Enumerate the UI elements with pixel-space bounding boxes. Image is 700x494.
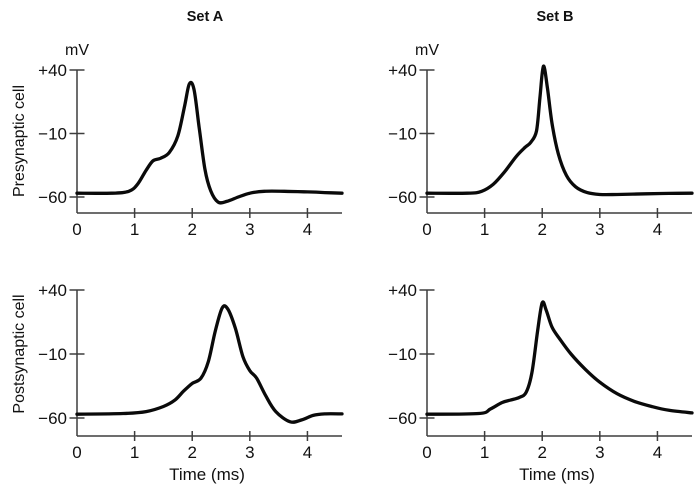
voltage-trace — [75, 304, 344, 424]
x-tick-label: 0 — [422, 220, 431, 239]
x-tick-label: 1 — [130, 220, 139, 239]
x-tick-label: 3 — [245, 443, 254, 462]
y-tick-label: −60 — [388, 409, 417, 428]
x-tick-label: 4 — [653, 443, 662, 462]
x-tick-label: 0 — [72, 443, 81, 462]
voltage-trace — [425, 64, 694, 197]
x-tick-label: 3 — [595, 220, 604, 239]
plot-set-b-presynaptic: Set B mV +40 −10 −60 0 1 2 3 4 — [388, 9, 694, 239]
y-tick-label: +40 — [38, 281, 67, 300]
row-label-presynaptic-cell: Presynaptic cell — [11, 85, 28, 197]
axes: +40 −10 −60 0 1 2 3 4 — [38, 281, 342, 462]
plot-set-b-postsynaptic: Time (ms) +40 −10 −60 0 1 2 3 4 — [388, 281, 694, 484]
y-tick-label: +40 — [388, 281, 417, 300]
membrane-potential-curve — [425, 300, 694, 416]
x-tick-label: 4 — [303, 220, 312, 239]
x-tick-label: 2 — [187, 443, 196, 462]
x-tick-label: 2 — [537, 443, 546, 462]
panel-set-a-presynaptic: Set A mV Presynaptic cell +40 −10 −60 0 1 2 3 4 — [0, 0, 350, 247]
y-axis-unit-label: mV — [65, 42, 89, 59]
x-tick-label: 4 — [653, 220, 662, 239]
x-tick-label: 4 — [303, 443, 312, 462]
voltage-trace — [425, 300, 694, 416]
membrane-potential-curve — [75, 304, 344, 424]
axes: +40 −10 −60 0 1 2 3 4 — [388, 61, 692, 239]
voltage-trace — [75, 80, 344, 205]
y-tick-label: −60 — [38, 409, 67, 428]
column-title-set-a: Set A — [187, 9, 224, 25]
y-axis-unit-label: mV — [415, 42, 439, 59]
x-tick-label: 3 — [595, 443, 604, 462]
y-tick-label: −60 — [38, 188, 67, 207]
axes: +40 −10 −60 0 1 2 3 4 — [38, 61, 342, 239]
column-title-set-b: Set B — [536, 9, 573, 25]
x-tick-label: 0 — [422, 443, 431, 462]
x-tick-label: 0 — [72, 220, 81, 239]
y-tick-label: −10 — [38, 125, 67, 144]
panel-set-b-presynaptic: Set B mV +40 −10 −60 0 1 2 3 4 — [350, 0, 700, 247]
x-tick-label: 1 — [480, 220, 489, 239]
y-tick-label: −10 — [388, 345, 417, 364]
x-tick-label: 1 — [130, 443, 139, 462]
x-tick-label: 2 — [187, 220, 196, 239]
y-tick-label: +40 — [388, 61, 417, 80]
plot-set-a-presynaptic: Set A mV Presynaptic cell +40 −10 −60 0 1 2 3 4 — [11, 9, 344, 239]
x-tick-label: 1 — [480, 443, 489, 462]
y-tick-label: +40 — [38, 61, 67, 80]
y-tick-label: −10 — [388, 125, 417, 144]
x-axis-label: Time (ms) — [169, 465, 245, 484]
axes: +40 −10 −60 0 1 2 3 4 — [388, 281, 692, 462]
row-label-postsynaptic-cell: Postsynaptic cell — [11, 294, 28, 413]
x-tick-label: 2 — [537, 220, 546, 239]
x-axis-label: Time (ms) — [519, 465, 595, 484]
y-tick-label: −60 — [388, 188, 417, 207]
x-tick-label: 3 — [245, 220, 254, 239]
membrane-potential-curve — [425, 64, 694, 197]
y-tick-label: −10 — [38, 345, 67, 364]
panel-set-b-postsynaptic: Time (ms) +40 −10 −60 0 1 2 3 4 — [350, 247, 700, 494]
plot-set-a-postsynaptic: Postsynaptic cell Time (ms) +40 −10 −60 0 1 2… — [11, 281, 344, 484]
panel-set-a-postsynaptic: Postsynaptic cell Time (ms) +40 −10 −60 0 1 2… — [0, 247, 350, 494]
membrane-potential-curve — [75, 80, 344, 205]
